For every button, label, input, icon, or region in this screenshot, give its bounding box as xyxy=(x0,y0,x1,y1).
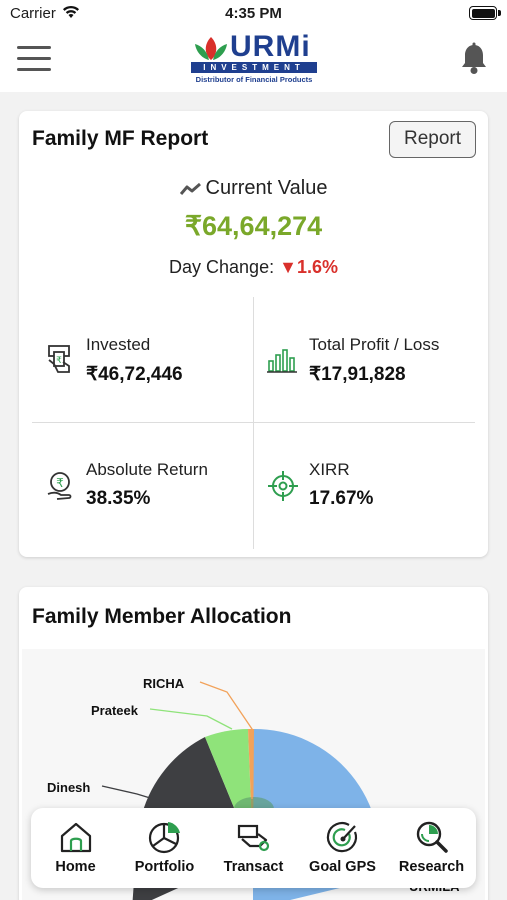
tab-portfolio[interactable]: Portfolio xyxy=(120,808,209,888)
status-bar: Carrier 4:35 PM xyxy=(0,0,507,28)
rupee-hand-icon: ₹ xyxy=(47,472,72,500)
label-dinesh: Dinesh xyxy=(47,780,91,795)
tab-goal-gps-label: Goal GPS xyxy=(309,859,376,875)
tab-home[interactable]: Home xyxy=(31,808,120,888)
carrier-label: Carrier xyxy=(10,5,56,22)
wifi-icon xyxy=(62,5,80,24)
current-value-amount: ₹64,64,274 xyxy=(184,211,323,241)
richa-leader-line xyxy=(199,681,253,799)
svg-text:₹: ₹ xyxy=(56,476,64,490)
logo-tagline: Distributor of Financial Products xyxy=(195,75,313,84)
profit-value: ₹17,91,828 xyxy=(309,364,406,385)
tab-research[interactable]: Research xyxy=(387,808,476,888)
metrics-horizontal-divider xyxy=(32,422,475,423)
current-value-label: Current Value xyxy=(205,177,328,199)
invested-value: ₹46,72,446 xyxy=(86,364,183,385)
urmi-logo: URMi INVESTMENT Distributor of Financial… xyxy=(190,30,318,88)
dinesh-leader-line xyxy=(101,785,161,802)
logo-band-text: INVESTMENT xyxy=(191,62,317,73)
notification-bell-icon[interactable] xyxy=(458,42,490,76)
prateek-leader-line xyxy=(149,708,233,730)
tab-home-label: Home xyxy=(55,859,96,875)
logo-brand-text: URMi xyxy=(230,30,311,63)
pie-chart-icon xyxy=(148,822,180,854)
day-change-label: Day Change: xyxy=(169,257,275,277)
tab-research-label: Research xyxy=(398,859,465,875)
label-prateek: Prateek xyxy=(91,703,138,718)
clock: 4:35 PM xyxy=(225,5,282,22)
bottom-tab-bar: Home Portfolio Transact Goal GPS xyxy=(31,808,476,888)
xirr-value: 17.67% xyxy=(309,488,374,509)
trend-icon xyxy=(179,182,201,195)
app-header: URMi INVESTMENT Distributor of Financial… xyxy=(0,28,507,92)
xirr-label: XIRR xyxy=(309,460,350,479)
absolute-return-value: 38.35% xyxy=(86,488,151,509)
current-value-heading: Current Value xyxy=(19,177,488,200)
day-change-value: 1.6% xyxy=(296,257,338,277)
allocation-card-title: Family Member Allocation xyxy=(32,605,292,628)
tab-portfolio-label: Portfolio xyxy=(134,859,195,875)
tab-goal-gps[interactable]: Goal GPS xyxy=(298,808,387,888)
day-change: Day Change: ▼1.6% xyxy=(19,257,488,278)
report-button[interactable]: Report xyxy=(389,121,476,158)
absolute-return-label: Absolute Return xyxy=(86,460,208,479)
bar-chart-icon xyxy=(267,349,297,373)
invested-icon: ₹ xyxy=(48,345,70,373)
tab-transact-label: Transact xyxy=(223,859,284,875)
svg-text:₹: ₹ xyxy=(56,356,62,366)
lotus-icon xyxy=(195,37,227,60)
metrics-vertical-divider xyxy=(253,297,254,549)
label-richa: RICHA xyxy=(143,676,185,691)
tab-transact[interactable]: Transact xyxy=(209,808,298,888)
battery-tip xyxy=(498,10,501,16)
report-card-title: Family MF Report xyxy=(32,127,209,150)
profit-label: Total Profit / Loss xyxy=(309,335,440,354)
magnifier-chart-icon xyxy=(416,821,448,853)
goal-target-icon xyxy=(326,822,358,853)
menu-icon[interactable] xyxy=(17,46,51,72)
down-arrow-icon: ▼ xyxy=(279,257,297,277)
home-icon xyxy=(60,822,92,853)
family-mf-report-card: Family MF Report Report Current Value ₹6… xyxy=(19,111,488,557)
target-icon xyxy=(268,471,298,501)
invested-label: Invested xyxy=(86,335,151,354)
hand-card-icon xyxy=(237,824,270,852)
battery-icon xyxy=(469,6,497,20)
